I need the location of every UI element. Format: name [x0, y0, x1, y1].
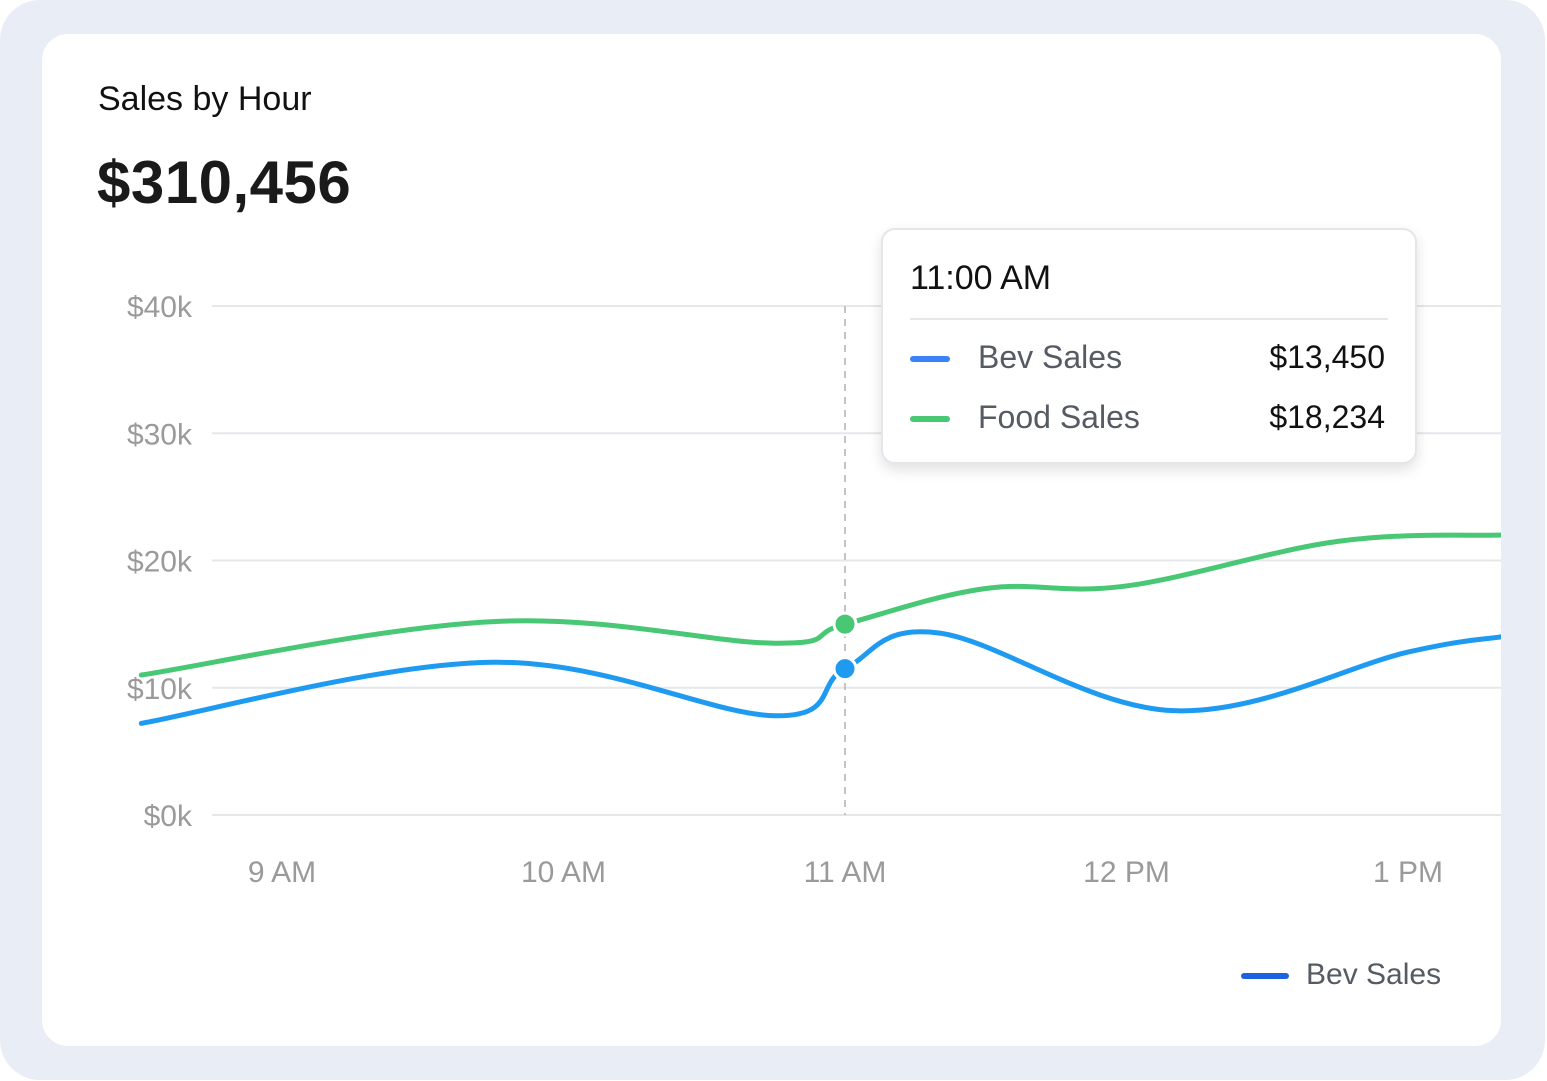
- y-tick-label: $40k: [127, 291, 193, 324]
- y-tick-label: $20k: [127, 546, 193, 579]
- legend-swatch-bev-sales: [1241, 973, 1289, 979]
- x-tick-label: 11 AM: [804, 856, 887, 889]
- y-tick-label: $10k: [127, 673, 193, 706]
- highlight-point-bev-sales: [832, 656, 858, 682]
- tooltip-time: 11:00 AM: [910, 259, 1052, 297]
- legend-label-bev-sales: Bev Sales: [1306, 958, 1442, 991]
- series-line-bev-sales: [138, 629, 1501, 726]
- tooltip-value: $13,450: [1269, 339, 1385, 375]
- tooltip-row-bev: [910, 536, 1385, 576]
- chart-card: Sales by Hour $310,456 $0k $10k $20k $30k $4…: [42, 34, 1501, 1046]
- y-tick-label: $30k: [127, 418, 193, 451]
- tooltip-divider: [910, 318, 1388, 320]
- hover-tooltip: 11:00 AM Bev Sales $13,450 Food Sales $1…: [881, 228, 1417, 464]
- total-sales-value: $310,456: [97, 149, 352, 216]
- bev-sales-swatch: [910, 356, 950, 362]
- food-sales-swatch: [910, 416, 950, 422]
- x-tick-label: 1 PM: [1373, 856, 1443, 889]
- x-tick-label: 12 PM: [1083, 856, 1170, 889]
- card-title: Sales by Hour: [98, 80, 312, 118]
- tooltip-row-bev-sales: Bev Sales $13,450: [910, 339, 1385, 379]
- tooltip-label: Food Sales: [978, 399, 1140, 435]
- x-tick-label: 9 AM: [248, 856, 316, 889]
- x-tick-label: 10 AM: [521, 856, 606, 889]
- y-tick-label: $0k: [144, 800, 193, 833]
- tooltip-value: $18,234: [1269, 399, 1385, 435]
- series-line-food-sales: [138, 532, 1501, 678]
- highlight-point-food-sales: [832, 611, 858, 637]
- tooltip-row-food-sales: Food Sales $18,234: [910, 399, 1385, 439]
- tooltip-label: Bev Sales: [978, 339, 1123, 375]
